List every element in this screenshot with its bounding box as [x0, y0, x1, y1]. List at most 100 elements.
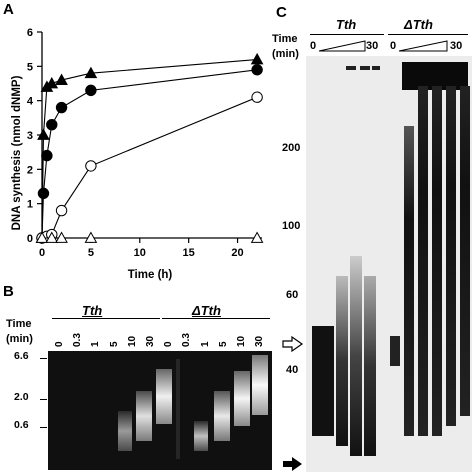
gel-band [360, 66, 370, 70]
data-point [35, 231, 49, 243]
lane-label: 30 [145, 335, 156, 347]
y-tick-label: 1 [27, 199, 33, 211]
gel-band [136, 391, 152, 441]
data-point [45, 231, 59, 243]
lane-label: 30 [254, 335, 266, 347]
chart-ticks: 0 5 10 15 20 0 1 2 3 4 5 6 [27, 27, 244, 259]
lane-label: 0.3 [72, 333, 84, 347]
panel-a-chart: 0 5 10 15 20 0 1 2 3 4 5 6 DNA synthesis (nmol dNMP… [11, 27, 264, 281]
data-point [84, 66, 98, 79]
lane-label: 0 [54, 341, 65, 347]
ramp-start-tth: 0 [310, 40, 317, 52]
ramp-start-dtth: 0 [390, 40, 397, 52]
panel-b-letter: B [3, 283, 14, 300]
ramp-wedge-dtth [398, 40, 448, 52]
gel-band [364, 276, 376, 456]
panel-c-group-dtth: ΔTth [404, 17, 433, 32]
gel-band [390, 336, 400, 366]
gel-band [418, 86, 428, 436]
panel-c-group-tth: Tth [336, 17, 357, 32]
panel-b-time-unit: (min) [6, 333, 33, 345]
gel-band [312, 326, 334, 436]
group-line-dtth [162, 318, 270, 319]
gel-band [460, 86, 470, 416]
gel-band [404, 126, 414, 436]
y-tick-label: 3 [27, 130, 33, 142]
marker-60: 60 [286, 289, 299, 301]
gel-band [350, 256, 362, 456]
gel-band [432, 86, 442, 436]
y-tick-label: 2 [27, 164, 33, 176]
data-point [55, 101, 68, 114]
ramp-end-tth: 30 [366, 40, 379, 52]
gel-band [118, 411, 132, 451]
chart-series [35, 52, 264, 244]
x-tick-label: 20 [231, 247, 243, 259]
marker-6-6: 6.6 [14, 350, 29, 362]
filled-arrow-icon [283, 457, 302, 471]
lane-label: 5 [217, 341, 229, 347]
group-line-tth [310, 34, 384, 35]
y-tick-label: 6 [27, 27, 33, 39]
group-line-dtth [388, 34, 468, 35]
gel-band [402, 62, 468, 90]
data-point [250, 231, 264, 243]
x-axis-label: Time (h) [128, 269, 173, 281]
data-point [55, 231, 68, 243]
y-axis-label: DNA synthesis (nmol dNMP) [11, 75, 23, 230]
marker-0-6: 0.6 [14, 419, 29, 431]
panel-a-letter: A [3, 1, 14, 18]
data-point [55, 204, 68, 217]
data-point [250, 52, 264, 65]
series-line [41, 58, 258, 239]
data-point [251, 91, 263, 103]
marker-tick [40, 399, 47, 400]
y-tick-label: 5 [27, 61, 33, 73]
series-line [41, 69, 258, 239]
data-point [46, 119, 58, 131]
lane-label: 10 [236, 335, 247, 347]
y-tick-label: 0 [27, 233, 33, 245]
panel-c-time-label: Time [272, 33, 298, 45]
lane-label: 0 [163, 341, 175, 347]
x-tick-label: 0 [39, 247, 45, 259]
x-tick-label: 10 [134, 247, 146, 259]
panel-b-group-tth: Tth [82, 303, 103, 318]
lane-label: 5 [108, 341, 120, 347]
gel-band [346, 66, 356, 70]
gel-band [234, 371, 250, 426]
data-point [251, 64, 263, 76]
marker-100: 100 [282, 220, 301, 232]
gel-band [194, 421, 208, 451]
panel-c-gel-image [306, 56, 472, 472]
x-tick-label: 5 [88, 247, 94, 259]
gel-band [372, 66, 380, 70]
data-point [55, 73, 68, 85]
data-point [84, 231, 98, 243]
marker-200: 200 [282, 142, 301, 154]
gel-band [176, 359, 180, 459]
ramp-end-dtth: 30 [450, 40, 463, 52]
data-point [37, 187, 50, 200]
marker-40: 40 [286, 364, 299, 376]
data-point [85, 160, 97, 172]
lane-label: 1 [199, 341, 211, 347]
gel-band [156, 369, 172, 424]
panel-b-time-label: Time [6, 318, 32, 330]
series-line [41, 96, 258, 239]
panel-c-letter: C [276, 4, 287, 21]
gel-band [252, 355, 268, 415]
y-tick-label: 4 [27, 96, 34, 108]
ramp-wedge-tth [318, 40, 366, 52]
panel-c-time-unit: (min) [272, 48, 299, 60]
open-arrow-icon [282, 336, 304, 352]
gel-band [446, 86, 456, 426]
data-point [45, 76, 59, 89]
panel-b-gel-image [48, 351, 272, 470]
data-point [85, 84, 97, 97]
marker-tick [40, 358, 47, 359]
marker-2-0: 2.0 [14, 391, 29, 403]
data-point [41, 149, 53, 162]
gel-band [336, 276, 348, 446]
data-point [37, 128, 50, 140]
